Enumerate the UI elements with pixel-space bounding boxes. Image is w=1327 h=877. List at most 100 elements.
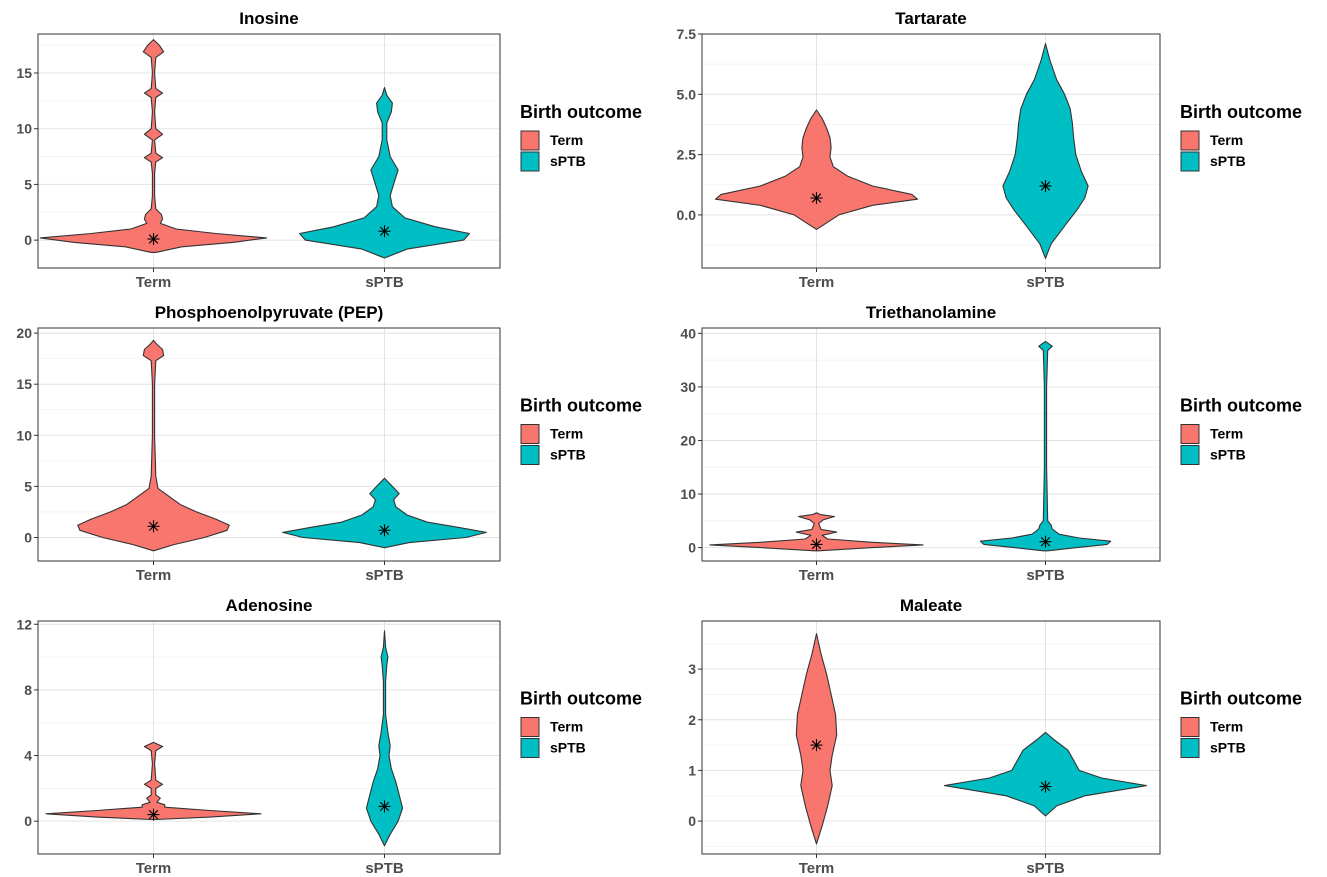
legend-key-term (520, 130, 540, 151)
panel-title: Adenosine (226, 596, 313, 615)
legend-label-term: Term (550, 132, 583, 148)
median-marker-sptb (1039, 180, 1052, 192)
panel-border (37, 620, 501, 855)
y-tick-label: 12 (16, 616, 32, 632)
x-tick-label: sPTB (365, 567, 404, 584)
median-marker-sptb (378, 225, 391, 238)
median-marker-stroke (379, 226, 390, 236)
y-tick-label: 0.0 (677, 207, 697, 223)
median-marker-term (810, 192, 823, 204)
panel-inosine: Inosine 0 5 10 15 Term sPTB Birth outcome Term sP… (16, 9, 642, 291)
x-tick-label: sPTB (365, 274, 404, 291)
x-tick-label: Term (136, 860, 172, 877)
panel-maleate: Maleate 0 1 2 3 Term sPTB Birth outcome Term sPTB (688, 596, 1302, 877)
x-tick-label: sPTB (365, 860, 404, 877)
legend: Birth outcome Term sPTB (1180, 396, 1302, 465)
median-marker-sptb (1039, 535, 1052, 548)
y-tick-label: 3 (688, 661, 696, 677)
violin-term (709, 512, 924, 552)
legend-label-sptb: sPTB (550, 740, 586, 756)
median-marker-stroke (379, 801, 390, 812)
x-tick-label: Term (799, 274, 835, 291)
legend-label-term: Term (1210, 132, 1243, 148)
median-marker-stroke (148, 234, 159, 244)
y-tick-label: 0 (688, 540, 696, 556)
legend-key-sptb (520, 738, 540, 758)
y-tick-label: 2.5 (677, 147, 697, 163)
median-marker-term (147, 520, 160, 533)
panel-border (701, 620, 1161, 855)
panel-phosphoenolpyruvate-pep: Phosphoenolpyruvate (PEP) 0 5 10 15 20 Term sPT… (16, 303, 642, 584)
y-tick-label: 5.0 (677, 86, 697, 102)
panel-border (701, 327, 1161, 562)
panel-title: Phosphoenolpyruvate (PEP) (155, 303, 384, 322)
legend-title: Birth outcome (520, 396, 642, 416)
legend-label-term: Term (1210, 426, 1243, 442)
median-marker-term (147, 233, 160, 245)
legend-label-term: Term (550, 719, 583, 735)
legend-key-sptb (1180, 738, 1200, 758)
panel-title: Inosine (239, 9, 299, 28)
legend-key-term (1180, 717, 1200, 737)
legend-label-sptb: sPTB (550, 447, 586, 463)
violin-sptb (943, 731, 1148, 817)
x-tick-label: sPTB (1026, 274, 1065, 291)
panel-title: Triethanolamine (866, 303, 996, 322)
violin-sptb (979, 340, 1112, 552)
violin-sptb (1002, 43, 1089, 259)
violin-term (714, 109, 919, 230)
legend-key-term (1180, 130, 1200, 151)
violin-term (39, 39, 268, 253)
panel-adenosine: Adenosine 0 4 8 12 Term sPTB Birth outcome Term s… (16, 596, 642, 877)
legend-title: Birth outcome (1180, 689, 1302, 709)
violin-term (795, 633, 838, 845)
legend-key-sptb (1180, 445, 1200, 465)
median-marker-sptb (378, 524, 391, 537)
y-tick-label: 0 (24, 529, 32, 545)
median-marker-stroke (811, 740, 822, 750)
x-tick-label: Term (799, 567, 835, 584)
y-tick-label: 15 (16, 65, 32, 81)
legend: Birth outcome Term sPTB (520, 396, 642, 465)
y-tick-label: 10 (680, 486, 696, 502)
median-marker-sptb (1039, 780, 1052, 793)
legend-label-sptb: sPTB (1210, 447, 1246, 463)
x-tick-label: Term (136, 274, 172, 291)
y-tick-label: 20 (16, 325, 32, 341)
x-tick-label: sPTB (1026, 860, 1065, 877)
y-tick-label: 20 (680, 432, 696, 448)
legend-title: Birth outcome (1180, 102, 1302, 122)
legend-key-sptb (520, 151, 540, 172)
y-tick-label: 15 (16, 376, 32, 392)
violin-sptb (365, 630, 404, 847)
panel-border (37, 327, 501, 562)
median-marker-stroke (1040, 781, 1051, 792)
legend-key-sptb (1180, 151, 1200, 172)
panel-border (701, 33, 1161, 269)
legend-label-term: Term (1210, 719, 1243, 735)
median-marker-stroke (811, 193, 822, 203)
median-marker-stroke (1040, 181, 1051, 191)
legend: Birth outcome Term sPTB (1180, 102, 1302, 172)
violin-term (45, 741, 262, 821)
legend-title: Birth outcome (520, 689, 642, 709)
legend: Birth outcome Term sPTB (520, 102, 642, 172)
median-marker-stroke (379, 525, 390, 535)
median-marker-term (810, 739, 823, 752)
y-tick-label: 5 (24, 176, 32, 192)
median-marker-stroke (148, 809, 159, 820)
x-tick-label: Term (136, 567, 172, 584)
legend-label-sptb: sPTB (550, 153, 586, 169)
x-tick-label: sPTB (1026, 567, 1065, 584)
panel-border (37, 33, 501, 269)
legend-key-sptb (520, 445, 540, 465)
y-tick-label: 7.5 (677, 26, 697, 42)
y-tick-label: 1 (688, 762, 696, 778)
legend-label-term: Term (550, 426, 583, 442)
median-marker-stroke (811, 539, 822, 550)
median-marker-stroke (148, 521, 159, 531)
legend-key-term (520, 717, 540, 737)
